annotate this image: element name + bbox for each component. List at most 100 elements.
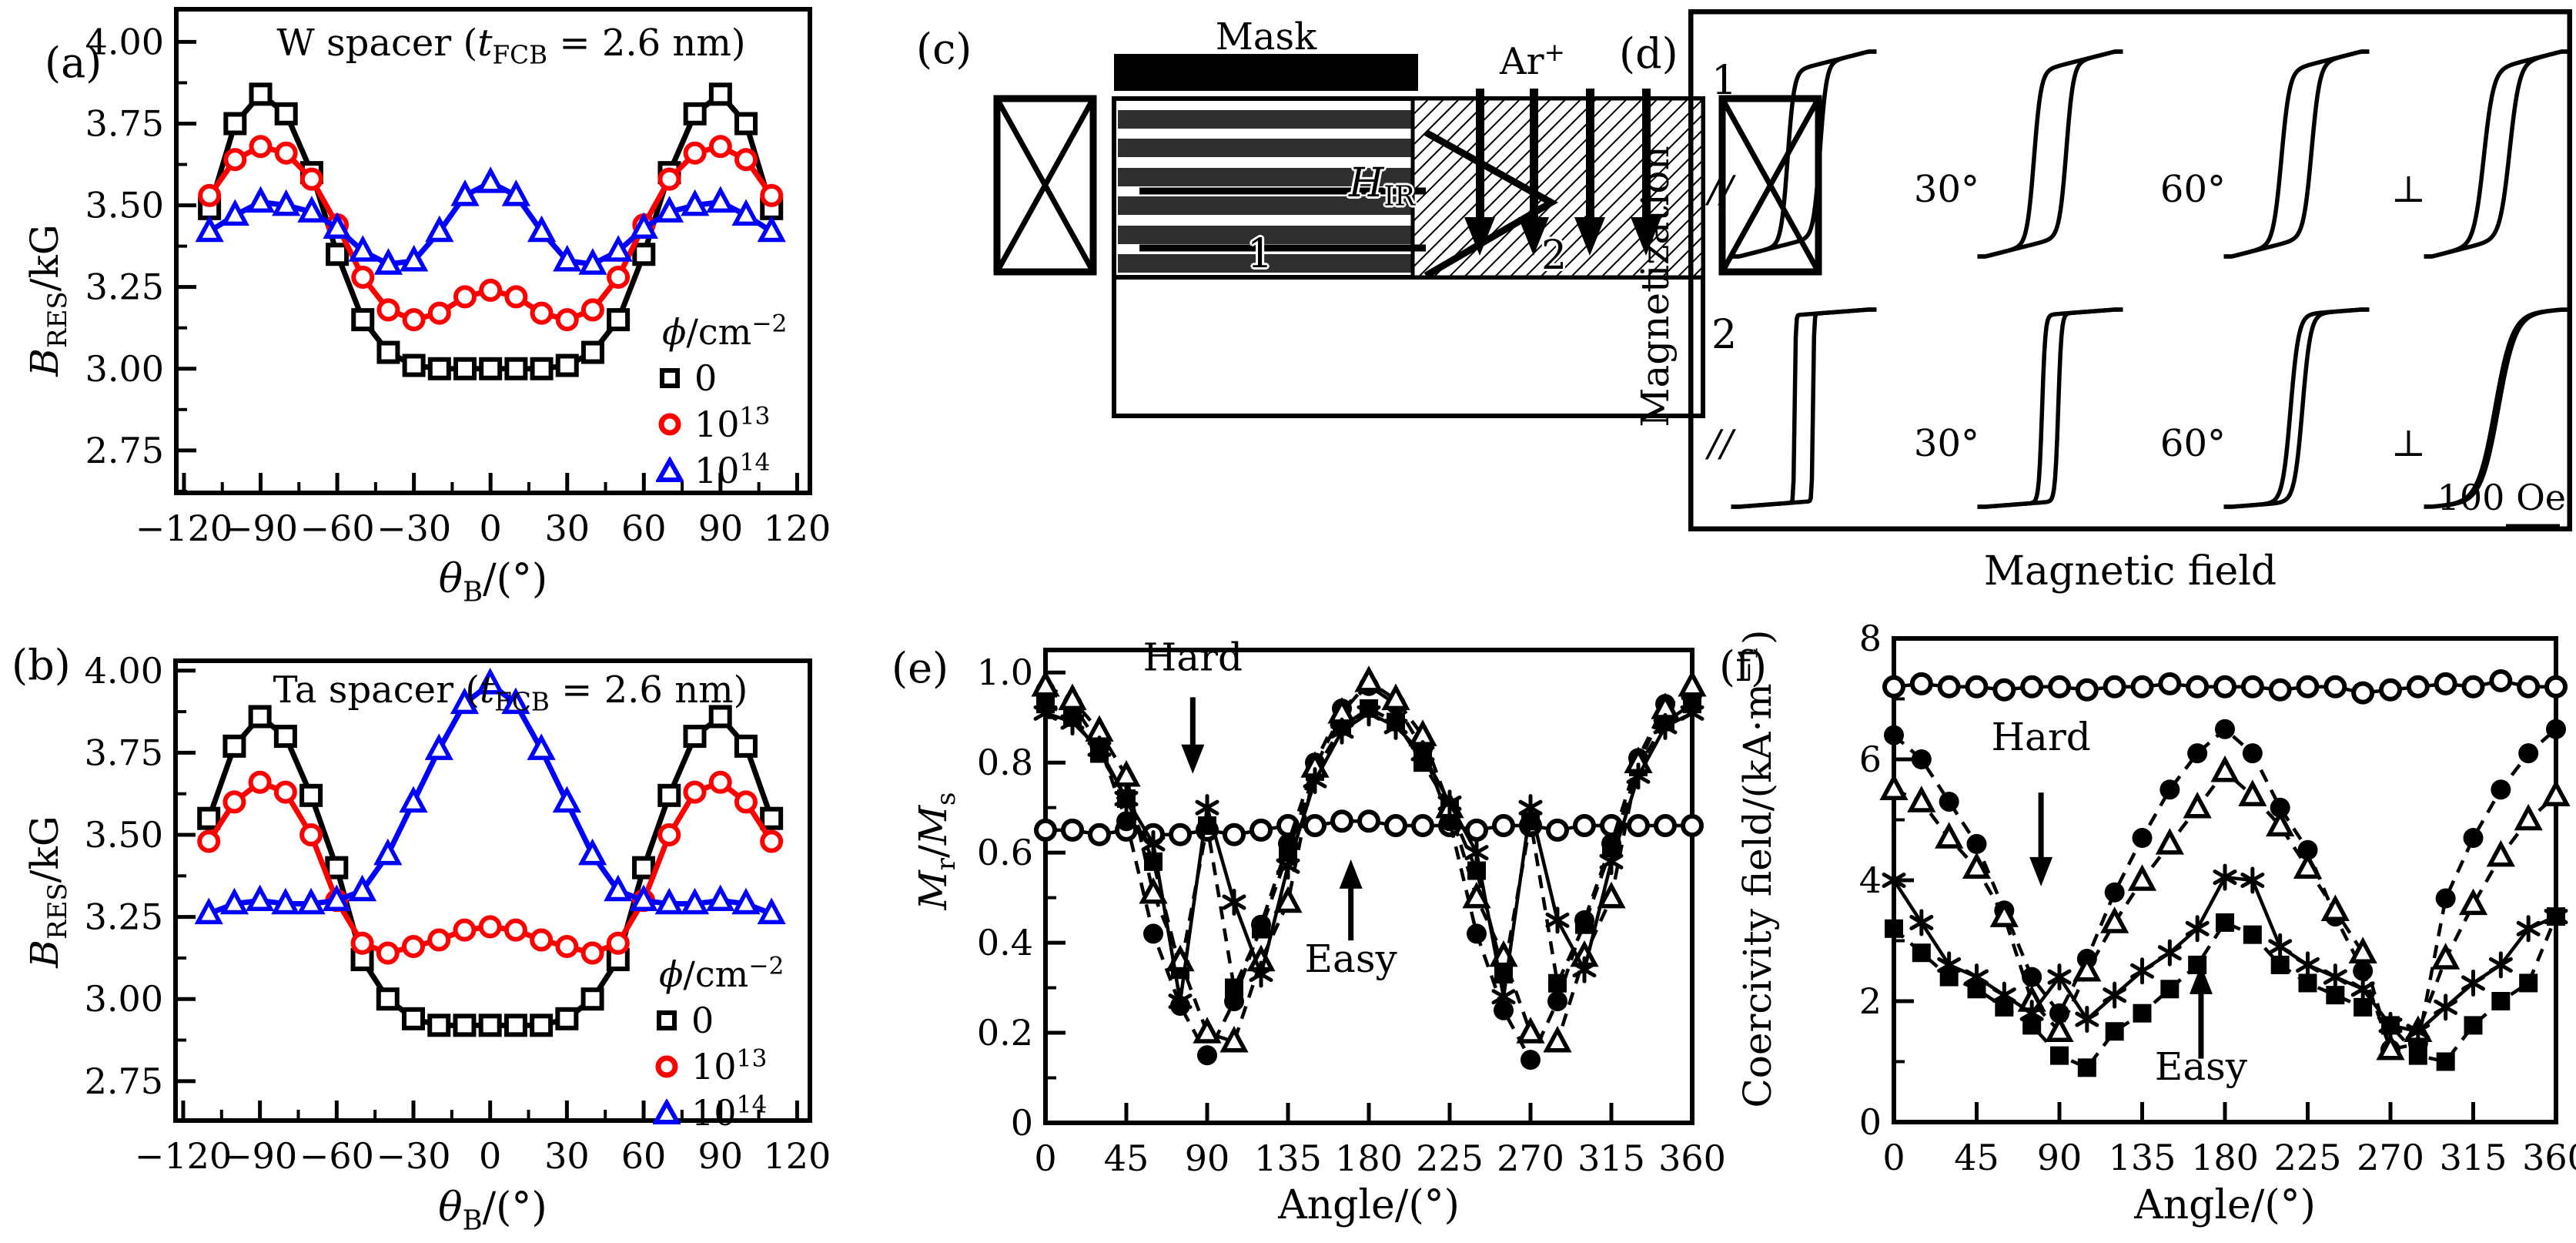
series-10-13 bbox=[198, 135, 784, 332]
chart-b-title: Ta spacer (tFCB = 2.6 nm) bbox=[273, 668, 748, 717]
svg-text:2: 2 bbox=[1711, 312, 1737, 358]
panel-label-a: (a) bbox=[45, 39, 102, 87]
loop-row1-3: ⊥ bbox=[2391, 49, 2571, 259]
tick-labels: 0 45 90 135 180 225 270 315 360 0 0.2 0.4 0.6 0.8 1.0 bbox=[977, 652, 1725, 1179]
open-triangle-icon bbox=[653, 1099, 681, 1124]
loop-row1-0: // bbox=[1705, 49, 1878, 259]
svg-text:3.25: 3.25 bbox=[85, 266, 164, 308]
svg-text:3.00: 3.00 bbox=[85, 348, 164, 390]
legend-a-entry-0-label: 0 bbox=[694, 357, 718, 399]
series-asterisk-series bbox=[1033, 699, 1705, 1015]
legend-a-title: ϕ/cm−2 bbox=[662, 310, 788, 353]
series-10-14 bbox=[194, 668, 786, 925]
open-triangle-icon bbox=[656, 457, 684, 482]
axis-ticks bbox=[176, 39, 799, 493]
svg-text:6: 6 bbox=[1859, 739, 1882, 780]
svg-text:120: 120 bbox=[763, 1135, 831, 1177]
svg-text:60°: 60° bbox=[2160, 422, 2226, 465]
panel-label-e: (e) bbox=[892, 644, 949, 692]
svg-text://: // bbox=[1705, 168, 1737, 211]
svg-text:⊥: ⊥ bbox=[2391, 422, 2426, 465]
chart-panel-a: −120 −90 −60 −30 0 30 60 90 120 2.75 3.00 3.25 3.50 3… bbox=[38, 0, 842, 608]
svg-text:0.6: 0.6 bbox=[977, 832, 1033, 873]
annotation-easy: Easy bbox=[2155, 964, 2248, 1089]
svg-text:315: 315 bbox=[1577, 1137, 1645, 1179]
chart-e-plot: 0 45 90 135 180 225 270 315 360 0 0.2 0.4 0.6 0.8 1.0 H… bbox=[977, 635, 1725, 1179]
chart-f-xlabel: Angle/(°) bbox=[2134, 1182, 2316, 1228]
annotation-easy: Easy bbox=[1305, 859, 1398, 981]
svg-text:−120: −120 bbox=[135, 1135, 232, 1177]
left-coil bbox=[993, 95, 1097, 276]
region2-label: 2 bbox=[1541, 233, 1567, 279]
loop-row2-1: 30° bbox=[1914, 307, 2124, 509]
mask-bar bbox=[1114, 54, 1418, 91]
svg-text:Hard: Hard bbox=[1143, 635, 1243, 679]
chart-panel-b: −120 −90 −60 −30 0 30 60 90 120 2.75 3.00 3.25 3.50 3… bbox=[37, 638, 842, 1236]
svg-text:90: 90 bbox=[698, 508, 744, 549]
svg-text:30: 30 bbox=[544, 508, 590, 549]
chart-a-ylabel: BRES/kG bbox=[22, 224, 73, 377]
legend-a-entry-1-label: 1013 bbox=[694, 402, 771, 445]
panel-label-c: (c) bbox=[916, 25, 972, 73]
chart-b-ylabel: BRES/kG bbox=[22, 816, 73, 968]
legend-b-entry-1-label: 1013 bbox=[691, 1044, 768, 1087]
svg-text:30°: 30° bbox=[1914, 422, 1979, 465]
chart-b-xlabel: θB/(°) bbox=[438, 1184, 547, 1237]
svg-text:−90: −90 bbox=[223, 508, 298, 549]
ion-beam-arrows bbox=[1464, 89, 1661, 256]
svg-text:3.50: 3.50 bbox=[85, 814, 163, 856]
chart-panel-f: 0 45 90 135 180 225 270 315 360 0 2 4 6 8 Hard Easy bbox=[1755, 615, 2576, 1238]
svg-text:60: 60 bbox=[621, 508, 667, 549]
ion-label: Ar+ bbox=[1500, 38, 1565, 83]
svg-text:90: 90 bbox=[2037, 1137, 2083, 1178]
legend-b-title: ϕ/cm−2 bbox=[659, 952, 785, 995]
svg-text:1.0: 1.0 bbox=[977, 652, 1033, 693]
legend-a-entry-1: 1013 bbox=[656, 402, 787, 445]
svg-text:360: 360 bbox=[2522, 1137, 2576, 1178]
svg-text:270: 270 bbox=[2357, 1137, 2424, 1178]
svg-text:Hard: Hard bbox=[1991, 715, 2090, 759]
svg-text:1: 1 bbox=[1711, 58, 1737, 104]
svg-text:135: 135 bbox=[1254, 1137, 1322, 1179]
svg-text:0: 0 bbox=[1859, 1101, 1882, 1143]
panel-label-d: (d) bbox=[1619, 29, 1678, 78]
series-10-14 bbox=[195, 166, 786, 275]
svg-text:⊥: ⊥ bbox=[2391, 168, 2426, 211]
chart-a-plot: −120−90 −60 −30 0 30 60 90 120 2.75 3.00 3.25 3.50 3… bbox=[85, 7, 831, 549]
tick-labels: 0 45 90 135 180 225 270 315 360 0 2 4 6 8 bbox=[1859, 618, 2576, 1178]
series-irradiated-uniform bbox=[1882, 668, 2568, 705]
svg-text:3.00: 3.00 bbox=[85, 978, 163, 1020]
panel-label-f: (f) bbox=[1719, 642, 1768, 691]
svg-text:−120: −120 bbox=[135, 508, 233, 549]
substrate bbox=[1112, 275, 1705, 418]
svg-text:4: 4 bbox=[1859, 859, 1882, 901]
svg-text:60: 60 bbox=[621, 1135, 667, 1177]
chart-b-legend: ϕ/cm−2 0 1013 1014 bbox=[653, 952, 785, 1131]
svg-text:0: 0 bbox=[1011, 1102, 1033, 1144]
series-open-triangle-series bbox=[1879, 755, 2571, 1060]
svg-text:45: 45 bbox=[1954, 1137, 1999, 1178]
loop-row2-2: 60° bbox=[2160, 307, 2370, 509]
mask-label: Mask bbox=[1215, 15, 1317, 59]
svg-text:270: 270 bbox=[1497, 1137, 1564, 1179]
legend-b-entry-0-label: 0 bbox=[691, 1000, 714, 1041]
svg-text:225: 225 bbox=[1416, 1137, 1484, 1179]
svg-text:90: 90 bbox=[698, 1135, 743, 1177]
svg-text:30: 30 bbox=[544, 1135, 590, 1177]
svg-text:90: 90 bbox=[1185, 1137, 1230, 1179]
svg-text:3.50: 3.50 bbox=[85, 185, 164, 226]
loop-row2-0: // bbox=[1705, 307, 1878, 509]
svg-text:3.25: 3.25 bbox=[85, 896, 163, 938]
svg-text:100 Oe: 100 Oe bbox=[2437, 477, 2566, 518]
axis-ticks bbox=[176, 668, 799, 1121]
svg-text:3.75: 3.75 bbox=[85, 103, 164, 145]
region1-label: 1 bbox=[1247, 231, 1273, 277]
svg-text:45: 45 bbox=[1104, 1137, 1149, 1179]
loop-row1-1: 30° bbox=[1914, 49, 2124, 259]
legend-a-entry-2-label: 1014 bbox=[694, 448, 771, 491]
svg-text:180: 180 bbox=[1335, 1137, 1403, 1179]
tick-labels: −120−90 −60 −30 0 30 60 90 120 2.75 3.00 3.25 3.50 3… bbox=[85, 650, 831, 1177]
svg-text:0.2: 0.2 bbox=[977, 1012, 1033, 1054]
svg-text:8: 8 bbox=[1859, 618, 1882, 659]
svg-text:−30: −30 bbox=[376, 1135, 450, 1177]
